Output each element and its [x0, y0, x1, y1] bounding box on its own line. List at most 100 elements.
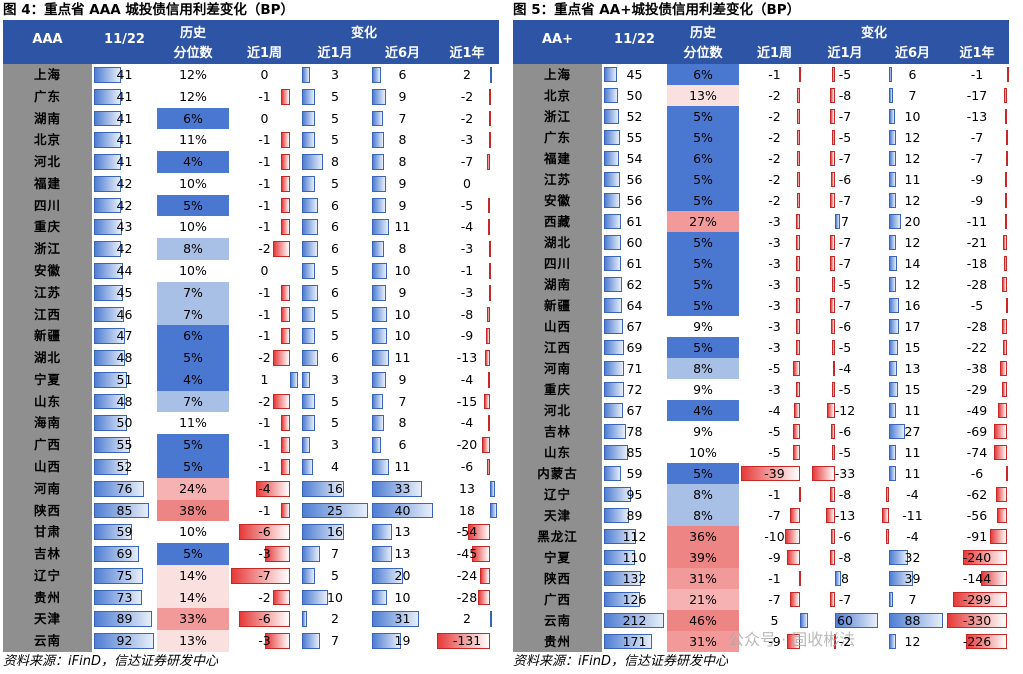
change-m6-bar [372, 371, 386, 388]
table-row: 北京 41 11% -1 5 8 -3 [3, 129, 499, 152]
percentile-cell: 5% [157, 456, 229, 478]
change-y1-cell: 2 [435, 608, 499, 630]
spread-value: 212 [622, 613, 647, 628]
change-w1-cell: -2 [229, 347, 300, 369]
change-m1-bar [812, 466, 836, 481]
change-y1-value: -13 [456, 350, 478, 366]
change-m1-bar [302, 88, 316, 105]
spread-cell: 69 [92, 543, 157, 565]
change-y1-value: -45 [456, 546, 478, 562]
region-name: 吉林 [513, 421, 602, 442]
percentile-cell: 4% [157, 151, 229, 173]
change-y1-bar [1001, 319, 1007, 334]
spread-cell: 59 [92, 521, 157, 543]
change-w1-cell: -1 [739, 64, 810, 85]
figure-4: 图 4：重点省 AAA 城投债信用利差变化（BP） AAA 11/22 历史 分… [3, 0, 499, 652]
change-w1-cell: -3 [739, 211, 810, 232]
spread-cell: 78 [602, 421, 667, 442]
change-y1-bar [980, 571, 1007, 586]
change-y1-bar [488, 88, 491, 105]
change-y1-bar [487, 197, 490, 214]
percentile-cell: 46% [667, 610, 739, 631]
spread-bar [94, 197, 122, 214]
change-y1-cell: -1 [945, 64, 1009, 85]
change-y1-value: -56 [966, 508, 988, 523]
change-m1-bar [834, 634, 836, 649]
change-w1-bar [785, 529, 801, 544]
change-m1-value: 7 [331, 633, 339, 649]
spread-cell: 56 [602, 169, 667, 190]
change-m1-bar [830, 151, 836, 166]
change-y1-cell: -8 [435, 304, 499, 326]
change-y1-cell: -20 [435, 434, 499, 456]
change-m6-bar [372, 546, 392, 562]
table-row: 上海 45 6% -1 -5 6 -1 [513, 64, 1009, 85]
change-w1-bar [289, 371, 298, 388]
spread-bar [604, 277, 622, 292]
change-y1-cell: -13 [435, 347, 499, 369]
spread-bar [94, 110, 121, 127]
change-m6-cell: 12 [880, 274, 945, 295]
table-row: 福建 54 6% -2 -7 12 -7 [513, 148, 1009, 169]
change-m6-bar [888, 109, 895, 124]
change-m6-bar [888, 151, 897, 166]
change-m6-cell: -4 [880, 526, 945, 547]
change-w1-cell: -6 [229, 521, 300, 543]
spread-cell: 171 [602, 631, 667, 652]
spread-value: 89 [626, 508, 643, 523]
change-m6-cell: 10 [880, 106, 945, 127]
change-y1-bar [483, 393, 490, 410]
change-w1-cell: -1 [229, 304, 300, 326]
change-w1-bar [264, 633, 290, 649]
region-name: 宁夏 [513, 547, 602, 568]
change-m6-value: 8 [398, 415, 407, 431]
change-w1-cell: -2 [229, 391, 300, 413]
change-w1-value: -2 [768, 130, 781, 145]
region-name: 北京 [513, 85, 602, 106]
change-m1-value: 5 [331, 328, 339, 344]
percentile-cell: 38% [157, 499, 229, 522]
table-row: 江苏 45 7% -1 6 9 -3 [3, 281, 499, 304]
change-m1-cell: 60 [810, 610, 880, 631]
change-m1-bar [831, 277, 836, 292]
spread-value: 41 [116, 132, 133, 148]
change-m1-value: 16 [327, 524, 343, 540]
spread-value: 42 [116, 197, 133, 213]
change-m6-cell: 8 [370, 238, 435, 260]
spread-cell: 42 [92, 173, 157, 195]
change-w1-bar [798, 571, 801, 586]
change-m6-value: 9 [398, 175, 407, 191]
change-m1-bar [302, 110, 316, 127]
percentile-cell: 31% [667, 631, 739, 652]
change-y1-value: -1 [970, 67, 984, 82]
change-w1-value: -2 [768, 88, 781, 103]
percentile-cell: 14% [157, 586, 229, 609]
change-m1-cell: -5 [810, 442, 880, 463]
spread-bar [604, 172, 620, 187]
change-m6-value: 6 [908, 67, 917, 82]
change-w1-bar [797, 130, 801, 145]
change-y1-cell: -7 [945, 148, 1009, 169]
table-row: 宁夏 51 4% 1 3 9 -4 [3, 368, 499, 391]
percentile-cell: 12% [157, 64, 229, 86]
spread-bar [94, 567, 143, 584]
change-m6-cell: 13 [370, 521, 435, 543]
change-y1-value: -22 [966, 340, 988, 355]
change-w1-bar [281, 154, 290, 170]
change-m1-bar [832, 361, 836, 376]
region-name: 河北 [3, 151, 92, 173]
change-w1-value: -1 [258, 306, 271, 322]
change-w1-cell: -4 [229, 478, 300, 500]
spread-bar [94, 459, 128, 475]
change-y1-value: -28 [966, 277, 988, 292]
table-row: 安徽 44 10% 0 5 10 -1 [3, 260, 499, 282]
change-y1-bar [1003, 235, 1007, 250]
change-w1-bar [281, 284, 290, 301]
change-m6-cell: 8 [370, 151, 435, 173]
watermark: 公众号 · 固收彬法 [728, 630, 856, 649]
change-m6-cell: 13 [880, 358, 945, 379]
region-name: 西藏 [513, 211, 602, 232]
change-m1-value: -7 [838, 151, 852, 166]
percentile-cell: 9% [667, 379, 739, 400]
change-m6-value: 32 [904, 550, 921, 565]
